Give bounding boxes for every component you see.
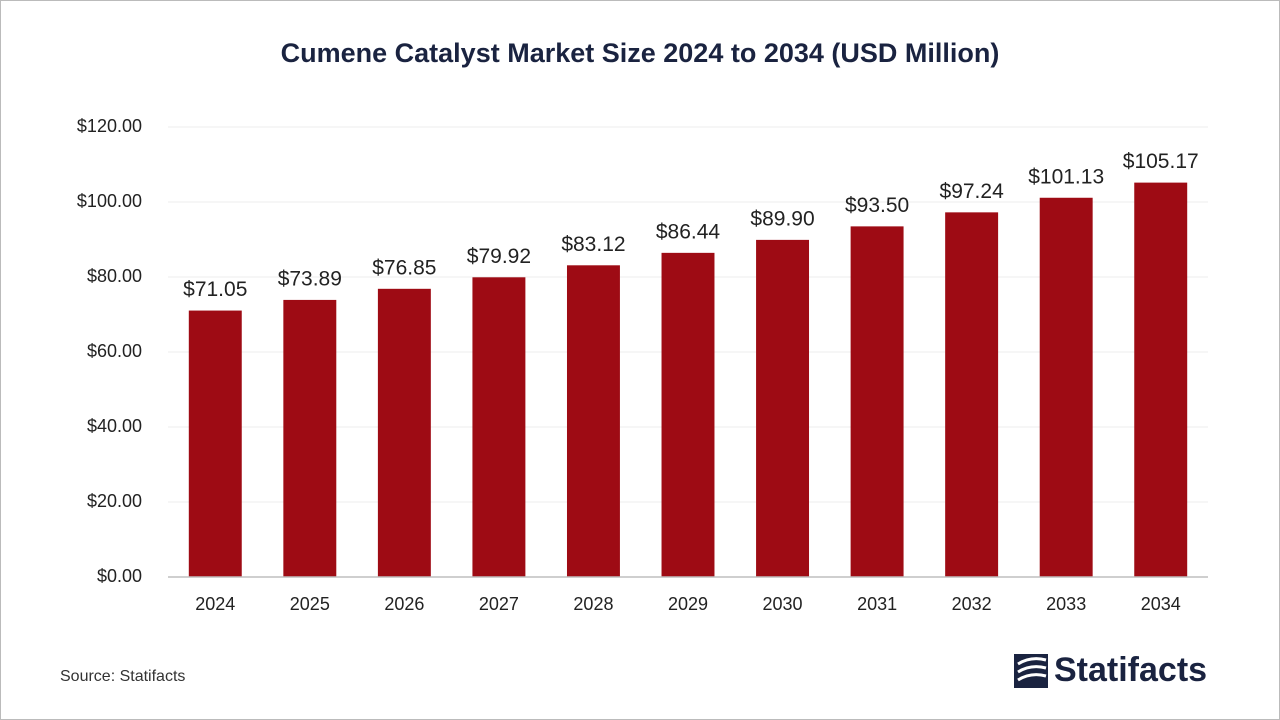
bar — [283, 299, 337, 577]
x-tick-label: 2027 — [479, 594, 519, 614]
value-label: $101.13 — [1028, 165, 1104, 188]
y-tick-label: $0.00 — [97, 566, 142, 586]
value-label: $79.92 — [467, 245, 531, 268]
bar — [1134, 182, 1188, 578]
y-tick-label: $20.00 — [87, 491, 142, 511]
y-tick-label: $120.00 — [77, 116, 142, 136]
x-tick-label: 2032 — [952, 594, 992, 614]
x-tick-label: 2034 — [1141, 594, 1181, 614]
value-label: $105.17 — [1123, 150, 1199, 173]
value-label: $97.24 — [940, 180, 1005, 203]
logo-icon — [1014, 654, 1048, 688]
bar — [850, 226, 904, 577]
x-tick-label: 2029 — [668, 594, 708, 614]
bar — [188, 310, 242, 577]
x-tick-label: 2025 — [290, 594, 330, 614]
x-tick-label: 2033 — [1046, 594, 1086, 614]
value-label: $76.85 — [372, 256, 436, 279]
bar — [377, 288, 431, 577]
x-tick-label: 2028 — [573, 594, 613, 614]
value-label: $71.05 — [183, 278, 247, 301]
x-tick-label: 2030 — [763, 594, 803, 614]
bar — [472, 277, 526, 577]
x-tick-label: 2031 — [857, 594, 897, 614]
value-label: $89.90 — [750, 207, 814, 230]
y-tick-label: $80.00 — [87, 266, 142, 286]
bar — [756, 239, 810, 577]
value-label: $93.50 — [845, 194, 909, 217]
value-label: $73.89 — [278, 267, 342, 290]
chart-title: Cumene Catalyst Market Size 2024 to 2034… — [281, 38, 1000, 68]
y-tick-label: $60.00 — [87, 341, 142, 361]
y-tick-label: $100.00 — [77, 191, 142, 211]
bar — [661, 252, 715, 577]
value-label: $83.12 — [561, 233, 625, 256]
source: Source: Statifacts — [60, 668, 185, 685]
bar — [1039, 197, 1093, 577]
y-tick-label: $40.00 — [87, 416, 142, 436]
bar — [945, 212, 999, 577]
logo-text: Statifacts — [1054, 651, 1207, 689]
value-label: $86.44 — [656, 220, 721, 243]
x-tick-label: 2024 — [195, 594, 235, 614]
x-tick-label: 2026 — [384, 594, 424, 614]
bar — [566, 265, 620, 577]
